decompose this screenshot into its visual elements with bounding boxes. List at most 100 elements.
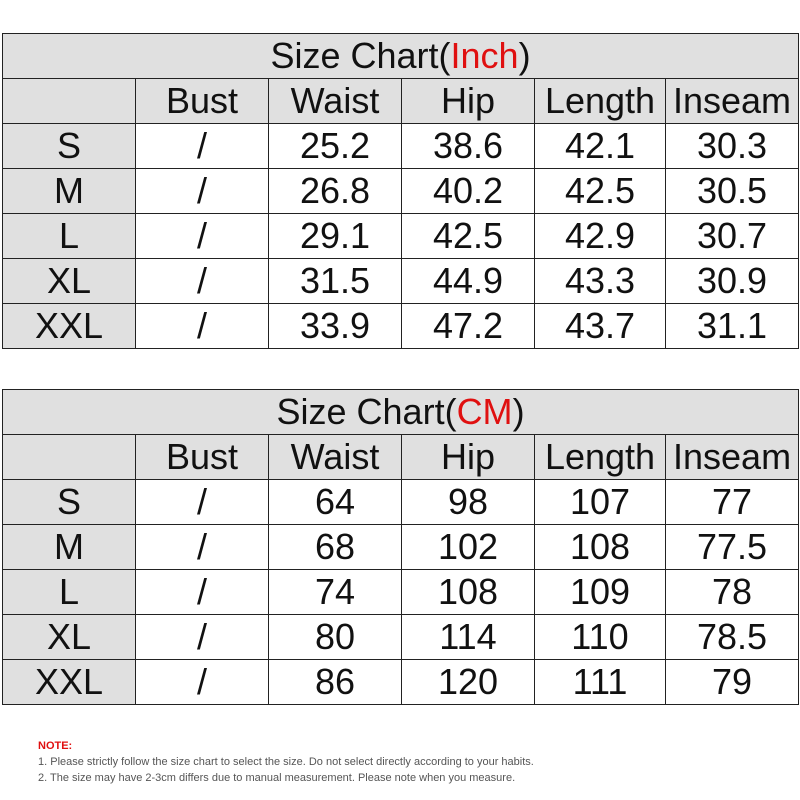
value-cell: 30.3 xyxy=(664,123,800,169)
title-unit: CM xyxy=(456,391,513,432)
value-cell: / xyxy=(135,123,269,169)
size-cell: L xyxy=(2,569,136,615)
title-row: Size Chart(Inch) xyxy=(1,33,800,79)
value-cell: 77 xyxy=(664,479,800,525)
size-cell: XXL xyxy=(2,659,136,705)
title-text: Size Chart( xyxy=(276,391,457,432)
size-row: L/74 108 109 78 xyxy=(2,569,800,615)
title-text: ) xyxy=(512,391,525,432)
value-cell: / xyxy=(135,614,269,660)
size-table: Size Chart(CM) Bust Waist Hip Length Inseam S /… xyxy=(1,389,800,705)
value-cell: 108 xyxy=(534,524,666,570)
value-cell: 30.5 xyxy=(664,168,800,214)
note-line: 2. The size may have 2-3cm differs due t… xyxy=(38,772,516,784)
value-cell: 42.5 xyxy=(401,213,535,259)
header-cell: Length xyxy=(534,78,666,124)
value-cell: 38.6 xyxy=(401,123,535,169)
value-cell: 31.5 xyxy=(268,258,402,304)
title-text: Size Chart( xyxy=(270,35,451,76)
value-cell: 110 xyxy=(534,614,666,660)
table-body: Size Chart(Inch) Bust Waist Hip Length Inseam… xyxy=(1,33,800,349)
value-cell: 68 xyxy=(268,524,402,570)
size-row: S/25.2 38.6 42.1 30.3 xyxy=(2,123,800,169)
value-cell: / xyxy=(135,168,269,214)
header-cell: Bust xyxy=(135,78,269,124)
value-cell: 40.2 xyxy=(401,168,535,214)
size-cell: M xyxy=(2,524,136,570)
table-body: Size Chart(CM) Bust Waist Hip Length Inseam S /… xyxy=(1,389,800,705)
notes: NOTE: 1. Please strictly follow the size … xyxy=(38,738,534,786)
size-row: XL/80 114 110 78.5 xyxy=(2,614,800,660)
size-cell: S xyxy=(2,123,136,169)
size-row: M/26.8 40.2 42.5 30.5 xyxy=(2,168,800,214)
title-text: ) xyxy=(518,35,531,76)
value-cell: 114 xyxy=(401,614,535,660)
value-cell: / xyxy=(135,303,269,349)
header-cell: Hip xyxy=(401,78,535,124)
title-unit: Inch xyxy=(450,35,519,76)
header-cell: Inseam xyxy=(664,78,800,124)
value-cell: 78.5 xyxy=(664,614,800,660)
header-cell: Waist xyxy=(268,434,402,480)
value-cell: 86 xyxy=(268,659,402,705)
title-row: Size Chart(CM) xyxy=(1,389,800,435)
value-cell: 102 xyxy=(401,524,535,570)
value-cell: 120 xyxy=(401,659,535,705)
value-cell: / xyxy=(135,659,269,705)
value-cell: 78 xyxy=(664,569,800,615)
corner-cell xyxy=(2,78,136,124)
value-cell: 47.2 xyxy=(401,303,535,349)
title-cell: Size Chart(CM) xyxy=(1,389,800,435)
title-cell: Size Chart(Inch) xyxy=(1,33,800,79)
value-cell: 80 xyxy=(268,614,402,660)
value-cell: 42.9 xyxy=(534,213,666,259)
notes-heading: NOTE: xyxy=(38,740,73,752)
value-cell: 43.3 xyxy=(534,258,666,304)
header-cell: Waist xyxy=(268,78,402,124)
size-cell: L xyxy=(2,213,136,259)
size-cell: XL xyxy=(2,258,136,304)
value-cell: 30.9 xyxy=(664,258,800,304)
size-cell: S xyxy=(2,479,136,525)
note-line: 1. Please strictly follow the size chart… xyxy=(38,756,534,768)
header-row: Bust Waist Hip Length Inseam xyxy=(2,434,800,480)
header-cell: Bust xyxy=(135,434,269,480)
value-cell: 74 xyxy=(268,569,402,615)
size-row: XXL/86 120 111 79 xyxy=(2,659,800,705)
value-cell: 77.5 xyxy=(664,524,800,570)
size-row: XL/31.5 44.9 43.3 30.9 xyxy=(2,258,800,304)
value-cell: 64 xyxy=(268,479,402,525)
value-cell: / xyxy=(135,569,269,615)
corner-cell xyxy=(2,434,136,480)
header-row: Bust Waist Hip Length Inseam xyxy=(2,78,800,124)
header-cell: Length xyxy=(534,434,666,480)
value-cell: 42.5 xyxy=(534,168,666,214)
value-cell: 111 xyxy=(534,659,666,705)
value-cell: 26.8 xyxy=(268,168,402,214)
value-cell: 98 xyxy=(401,479,535,525)
size-cell: XXL xyxy=(2,303,136,349)
size-table: Size Chart(Inch) Bust Waist Hip Length Inseam… xyxy=(1,33,800,349)
value-cell: / xyxy=(135,213,269,259)
value-cell: 107 xyxy=(534,479,666,525)
size-cell: M xyxy=(2,168,136,214)
value-cell: 30.7 xyxy=(664,213,800,259)
value-cell: 43.7 xyxy=(534,303,666,349)
value-cell: 33.9 xyxy=(268,303,402,349)
header-cell: Inseam xyxy=(664,434,800,480)
value-cell: / xyxy=(135,479,269,525)
size-row: L/29.1 42.5 42.9 30.7 xyxy=(2,213,800,259)
value-cell: 29.1 xyxy=(268,213,402,259)
value-cell: 31.1 xyxy=(664,303,800,349)
value-cell: 42.1 xyxy=(534,123,666,169)
size-cell: XL xyxy=(2,614,136,660)
size-row: S/64 98 107 77 xyxy=(2,479,800,525)
value-cell: 79 xyxy=(664,659,800,705)
value-cell: 108 xyxy=(401,569,535,615)
value-cell: 25.2 xyxy=(268,123,402,169)
header-cell: Hip xyxy=(401,434,535,480)
value-cell: 109 xyxy=(534,569,666,615)
value-cell: / xyxy=(135,524,269,570)
size-row: M/68 102 108 77.5 xyxy=(2,524,800,570)
